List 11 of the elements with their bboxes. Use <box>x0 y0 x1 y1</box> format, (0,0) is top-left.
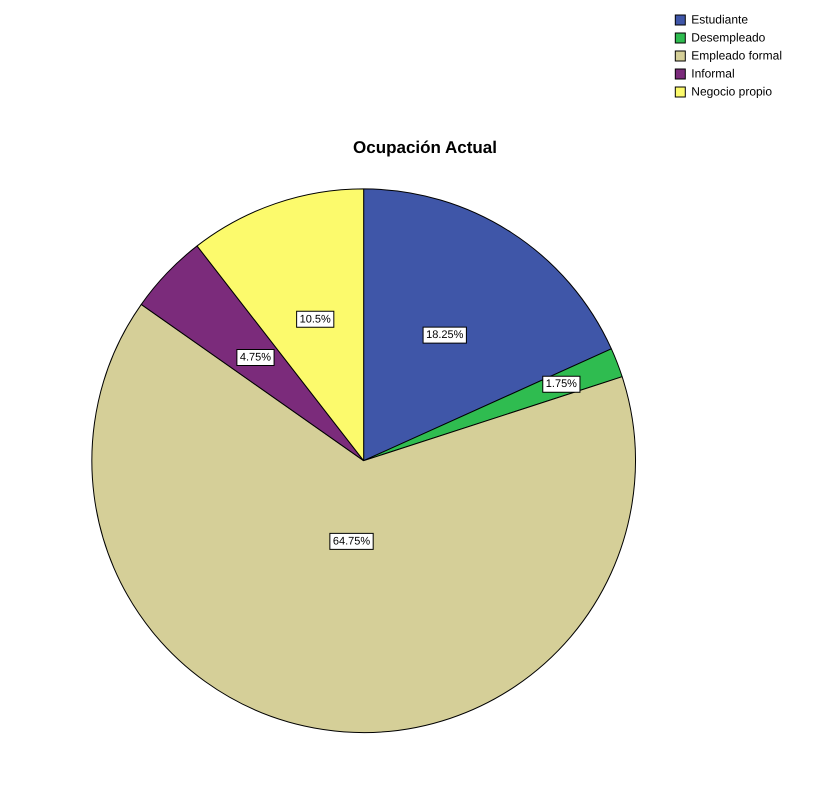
data-label: 1.75% <box>546 378 578 390</box>
legend-label: Empleado formal <box>691 48 782 62</box>
legend-label: Negocio propio <box>691 84 772 98</box>
text: Ocupación Actual <box>353 138 497 157</box>
data-label: 10.5% <box>300 313 332 326</box>
legend-label: Desempleado <box>691 30 766 44</box>
data-label: 18.25% <box>426 329 464 342</box>
legend-label: Informal <box>691 66 735 80</box>
data-label: 4.75% <box>240 352 272 364</box>
data-label: 64.75% <box>332 535 370 548</box>
legend-label: Estudiante <box>691 12 748 26</box>
